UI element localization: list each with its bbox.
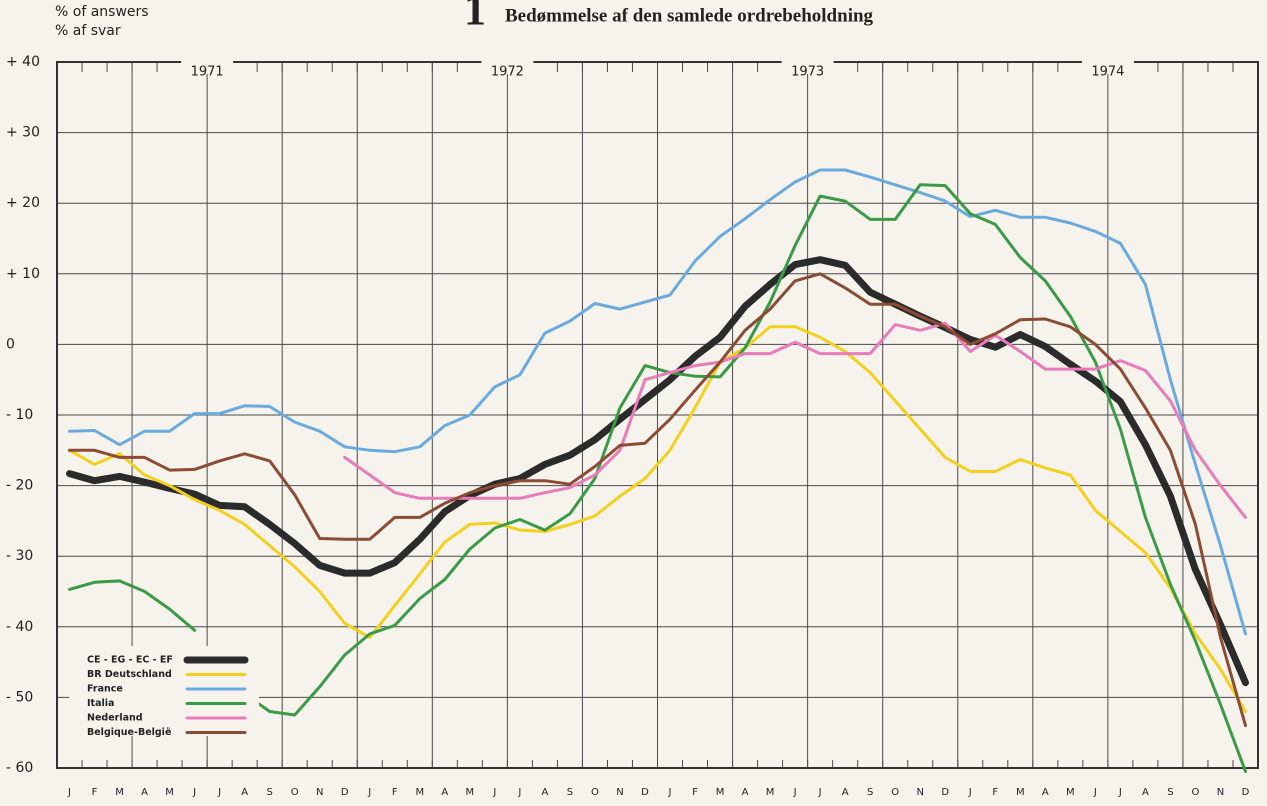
x-tick-label: O [1192, 787, 1200, 798]
x-tick-label: A [1042, 787, 1049, 798]
x-tick-label: M [415, 787, 424, 798]
x-tick-label: F [92, 787, 98, 798]
x-tick-label: D [641, 787, 649, 798]
x-tick-label: A [1142, 787, 1149, 798]
year-label: 1971 [191, 65, 224, 80]
x-tick-label: J [1118, 787, 1122, 798]
y-tick-label: + 10 [6, 266, 40, 282]
legend-label: Belgique-België [87, 727, 171, 738]
x-tick-label: N [616, 787, 623, 798]
x-tick-label: M [165, 787, 174, 798]
year-label: 1973 [791, 65, 824, 80]
x-tick-label: A [842, 787, 849, 798]
x-tick-label: M [766, 787, 775, 798]
x-tick-label: D [341, 787, 349, 798]
y-tick-label: - 30 [6, 548, 33, 564]
x-tick-label: J [367, 787, 371, 798]
x-tick-label: F [992, 787, 998, 798]
x-tick-label: J [1093, 787, 1097, 798]
x-tick-label: M [716, 787, 725, 798]
legend-label: BR Deutschland [87, 669, 172, 680]
y-axis-label: % of answers [55, 4, 149, 20]
x-tick-label: N [1217, 787, 1224, 798]
y-tick-label: + 30 [6, 125, 40, 141]
x-tick-label: J [793, 787, 797, 798]
x-tick-label: S [867, 787, 873, 798]
x-tick-label: D [1242, 787, 1250, 798]
year-label-bg [181, 60, 234, 74]
series-line [68, 325, 1247, 713]
x-tick-label: S [567, 787, 573, 798]
y-tick-label: + 20 [6, 195, 40, 211]
y-tick-label: - 10 [6, 407, 33, 423]
x-tick-label: D [941, 787, 949, 798]
legend-label: CE - EG - EC - EF [87, 655, 173, 666]
year-label-bg [781, 60, 834, 74]
x-tick-label: S [266, 787, 272, 798]
series-line [66, 256, 1249, 687]
year-label: 1972 [491, 65, 524, 80]
x-tick-label: N [916, 787, 923, 798]
x-tick-label: A [541, 787, 548, 798]
x-tick-label: J [192, 787, 196, 798]
x-tick-label: N [316, 787, 323, 798]
legend-label: France [87, 684, 123, 695]
legend-label: Nederland [87, 713, 143, 724]
x-tick-label: S [1167, 787, 1173, 798]
figure-number: 1 [464, 0, 486, 34]
x-tick-label: A [742, 787, 749, 798]
x-tick-label: J [217, 787, 221, 798]
x-tick-label: J [492, 787, 496, 798]
x-tick-label: A [141, 787, 148, 798]
year-label-bg [1081, 60, 1134, 74]
plot-frame [56, 61, 1259, 769]
series-line [68, 168, 1247, 636]
series-line [68, 272, 1247, 728]
series-line [343, 321, 1247, 519]
y-tick-label: - 60 [6, 760, 33, 776]
y-tick-label: 0 [6, 336, 15, 352]
y-tick-label: - 40 [6, 619, 33, 635]
chart-title: Bedømmelse af den samlede ordrebeholdnin… [505, 5, 874, 26]
x-tick-label: O [591, 787, 599, 798]
x-tick-label: J [968, 787, 972, 798]
y-tick-label: - 50 [6, 689, 33, 705]
x-tick-label: A [441, 787, 448, 798]
x-tick-label: J [818, 787, 822, 798]
year-label: 1974 [1091, 65, 1124, 80]
x-tick-label: F [392, 787, 398, 798]
x-tick-label: M [1016, 787, 1025, 798]
y-tick-label: - 20 [6, 478, 33, 494]
x-tick-label: O [891, 787, 899, 798]
x-tick-label: A [241, 787, 248, 798]
x-tick-label: O [291, 787, 299, 798]
x-tick-label: F [692, 787, 698, 798]
x-tick-label: J [67, 787, 71, 798]
legend-label: Italia [87, 698, 114, 709]
year-label-bg [481, 60, 534, 74]
y-axis-label: % af svar [55, 23, 121, 39]
x-tick-label: M [115, 787, 124, 798]
x-tick-label: J [668, 787, 672, 798]
y-tick-label: + 40 [6, 54, 40, 70]
x-tick-label: J [517, 787, 521, 798]
x-tick-label: M [466, 787, 475, 798]
x-tick-label: M [1066, 787, 1075, 798]
